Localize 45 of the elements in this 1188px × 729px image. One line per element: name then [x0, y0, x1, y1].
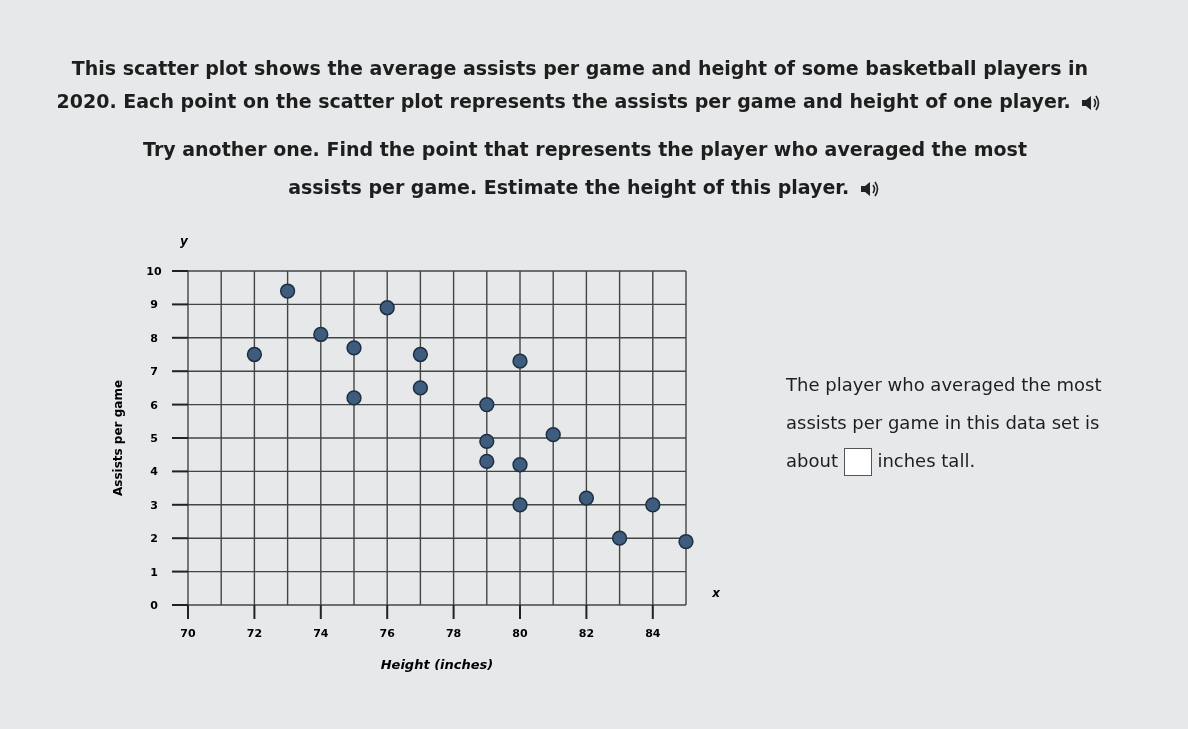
text: inches tall.	[877, 450, 976, 471]
point	[545, 427, 561, 443]
x-axis-title: Height (inches)	[380, 657, 494, 672]
chart-title: This scatter plot shows the average assists per game and height of some basketball players in 2020. Each point on the scatter plot represents the assists per game and height of one player.	[55, 56, 1090, 114]
point	[512, 353, 528, 369]
y-tick-label: 6	[150, 398, 159, 412]
x-tick-label: 78	[445, 627, 462, 640]
point	[578, 490, 595, 506]
x-tick-label: 76	[379, 627, 396, 640]
point	[479, 396, 495, 413]
x-tick-label: 70	[180, 627, 196, 640]
point	[246, 346, 263, 363]
point	[379, 300, 395, 316]
y-tick-label: 3	[150, 498, 158, 512]
text: x	[711, 586, 722, 600]
x-tick-label: 74	[313, 627, 329, 640]
y-tick-label: 9	[150, 298, 158, 312]
y-axis-title: Assists per game	[111, 379, 125, 497]
point	[512, 497, 528, 513]
y-tick-label: 10	[146, 265, 162, 278]
point	[678, 533, 694, 550]
point	[412, 346, 429, 363]
y-tick-label: 7	[150, 365, 158, 379]
x-tick-label: 84	[645, 627, 661, 640]
point	[346, 340, 362, 356]
point	[611, 530, 628, 546]
y-tick-label: 5	[150, 432, 158, 445]
y-tick-label: 0	[150, 599, 159, 612]
point	[313, 326, 329, 343]
point	[512, 457, 528, 473]
point	[479, 453, 495, 470]
point	[479, 433, 495, 449]
point	[645, 497, 661, 513]
y-tick-label: 1	[150, 565, 158, 579]
y-tick-label: 4	[150, 465, 159, 479]
point	[279, 283, 296, 299]
x-tick-label: 80	[512, 627, 528, 640]
x-tick-label: 82	[578, 627, 595, 640]
y-tick-label: 8	[150, 331, 158, 345]
chart-subtitle: Try another one. Find the point that represents the player who averaged the most assists per game. Estimate the height of this player.	[142, 137, 1028, 200]
text: y	[180, 234, 190, 248]
x-tick-label: 72	[246, 627, 263, 640]
point	[412, 380, 429, 396]
y-tick-label: 2	[150, 532, 158, 546]
point	[346, 390, 362, 406]
